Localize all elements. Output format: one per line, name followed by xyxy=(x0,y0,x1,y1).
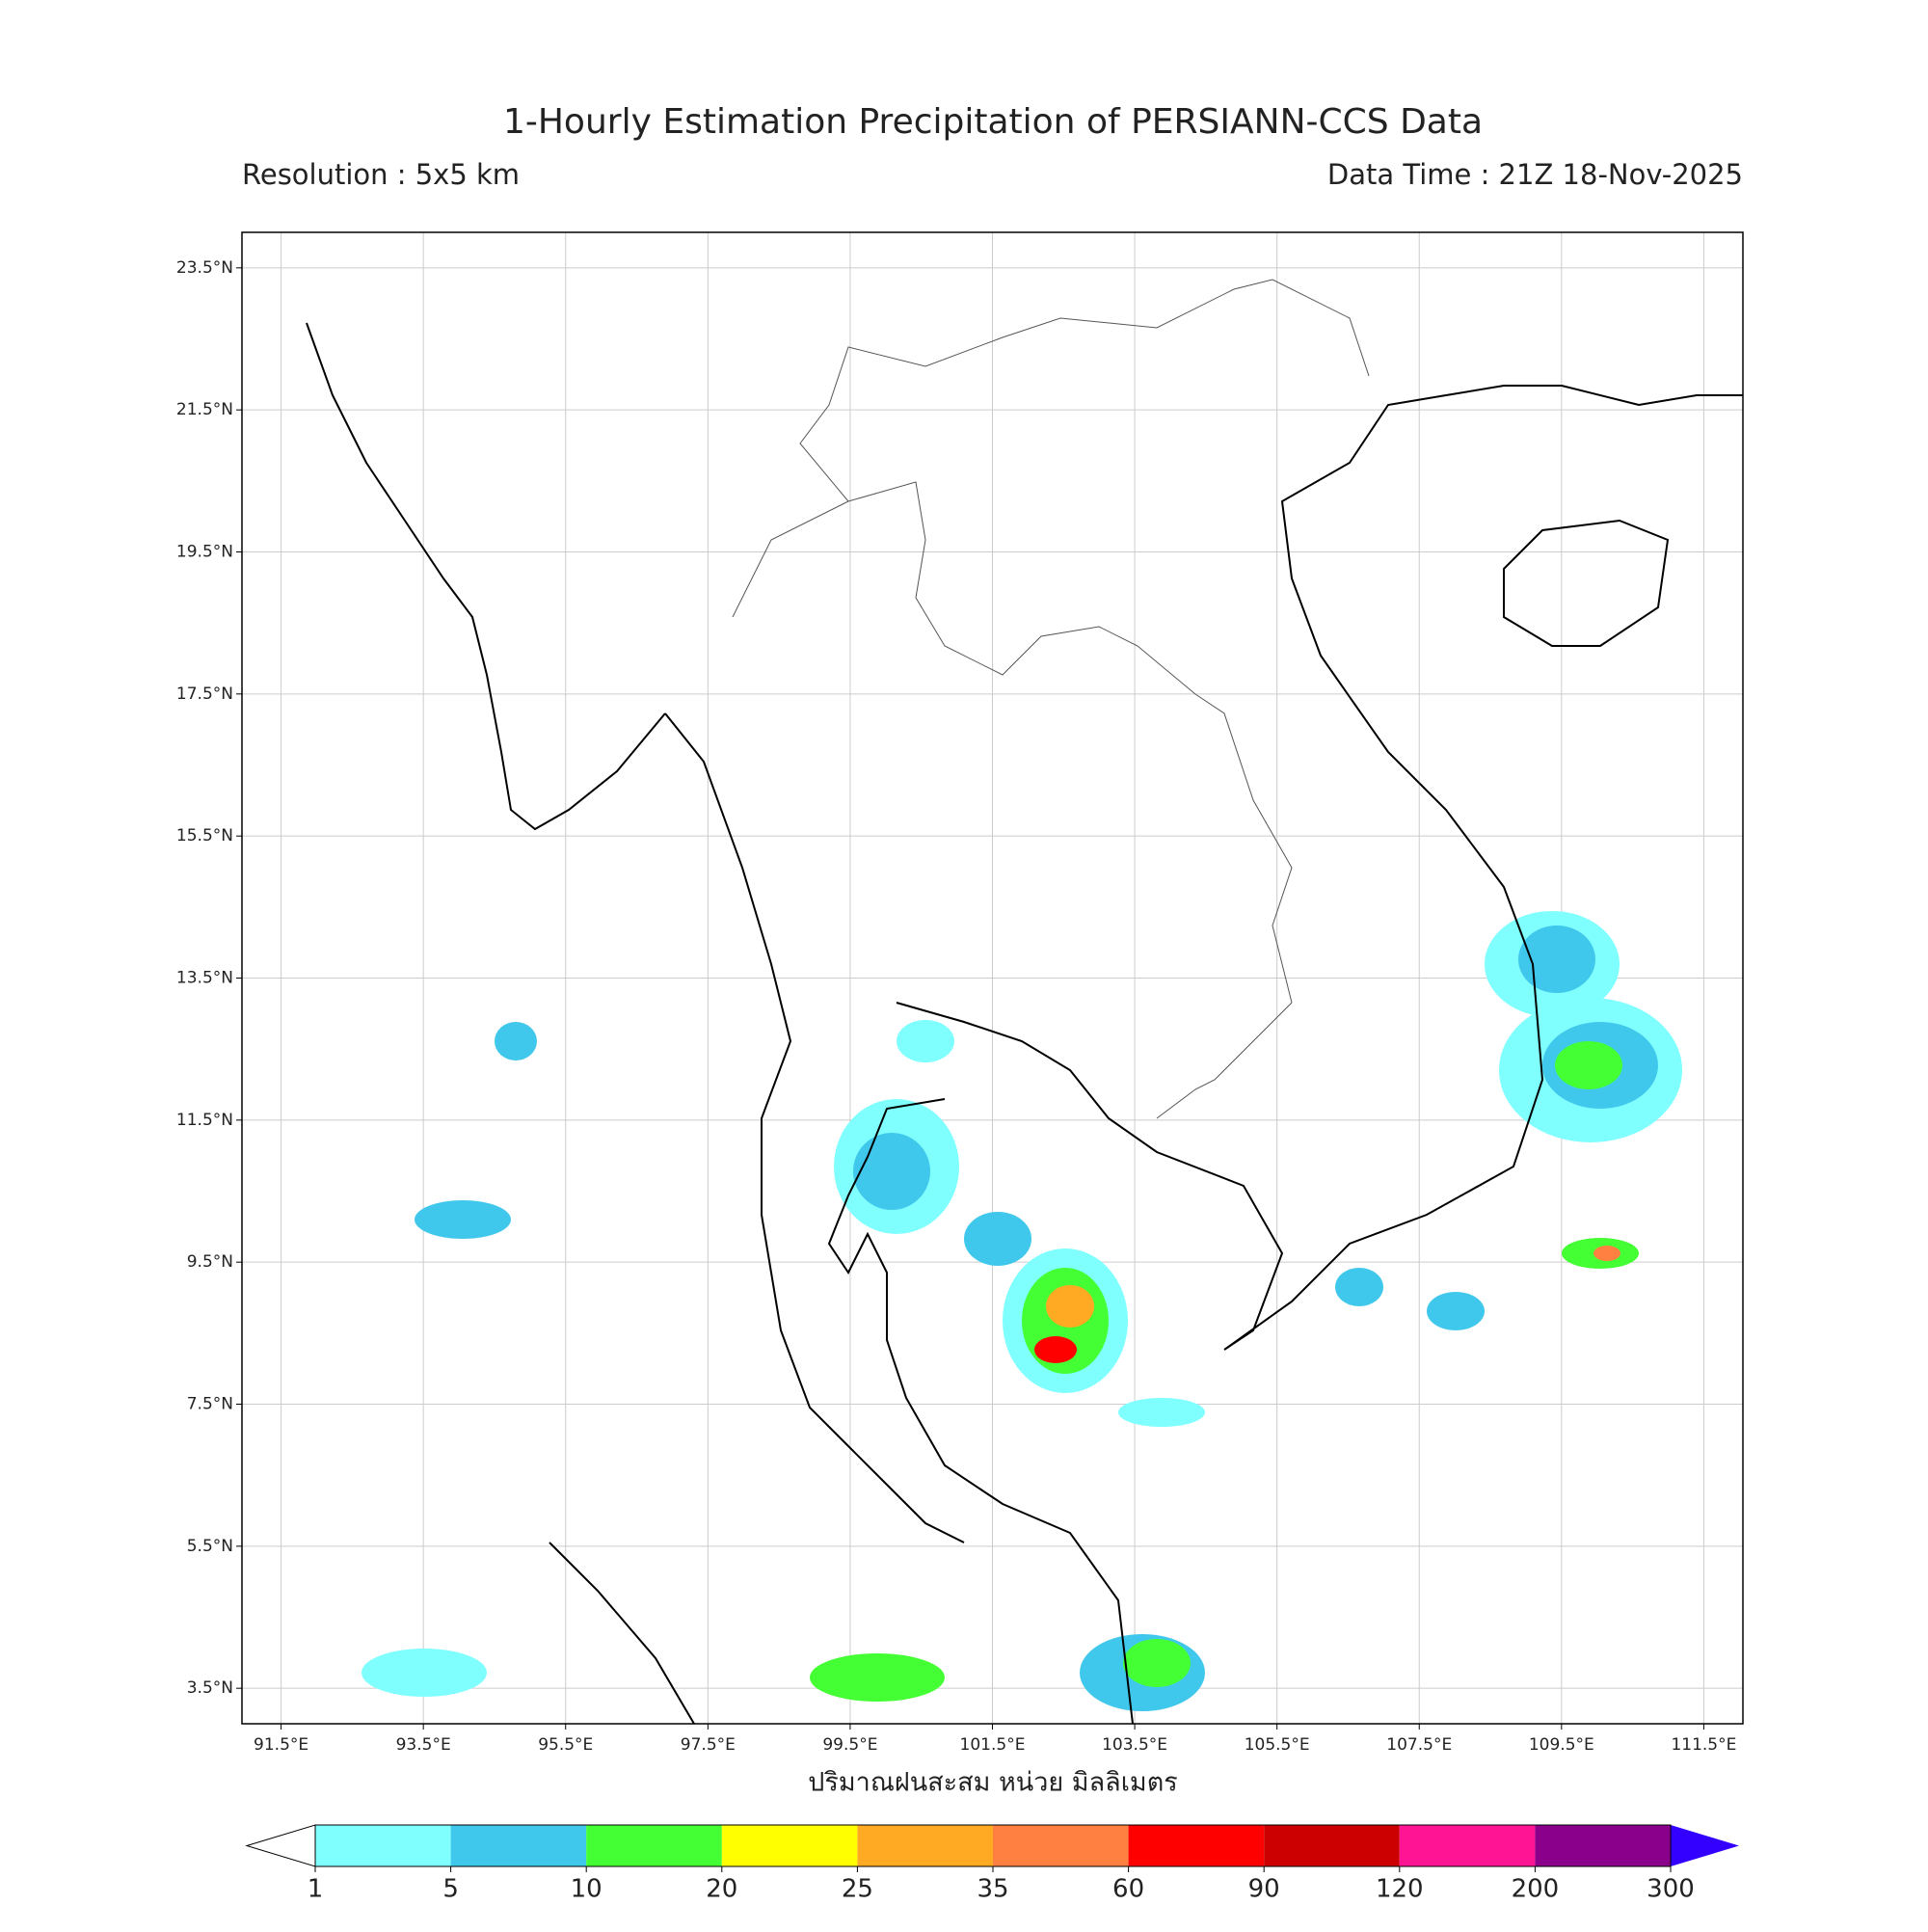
colorbar-label: 25 xyxy=(842,1875,873,1904)
colorbar-segment xyxy=(993,1825,1129,1866)
rain-area xyxy=(1034,1336,1077,1363)
colorbar-label: 5 xyxy=(442,1875,459,1904)
colorbar-label: 20 xyxy=(706,1875,737,1904)
subtitle-left: Resolution : 5x5 km xyxy=(242,158,520,191)
y-tick-label: 5.5°N xyxy=(187,1537,233,1556)
x-tick-label: 91.5°E xyxy=(254,1735,308,1755)
x-tick-label: 109.5°E xyxy=(1529,1735,1594,1755)
y-tick-label: 17.5°N xyxy=(176,684,233,704)
rain-area xyxy=(362,1649,487,1697)
y-tick-label: 23.5°N xyxy=(176,258,233,278)
colorbar-label: 200 xyxy=(1512,1875,1560,1904)
colorbar-label: 1 xyxy=(308,1875,324,1904)
colorbar-over xyxy=(1671,1825,1739,1866)
x-tick-label: 93.5°E xyxy=(396,1735,451,1755)
colorbar-label: 120 xyxy=(1376,1875,1424,1904)
colorbar-segment xyxy=(1535,1825,1671,1866)
colorbar-segment xyxy=(315,1825,451,1866)
subtitle-right: Data Time : 21Z 18-Nov-2025 xyxy=(1327,158,1743,191)
y-tick-label: 13.5°N xyxy=(176,969,233,988)
rain-area xyxy=(1427,1292,1485,1330)
colorbar-segment xyxy=(586,1825,722,1866)
rain-area xyxy=(495,1022,537,1060)
y-tick-label: 7.5°N xyxy=(187,1395,233,1414)
title: 1-Hourly Estimation Precipitation of PER… xyxy=(503,102,1483,142)
rain-area xyxy=(1518,926,1595,993)
x-axis-label: ปริมาณฝนสะสม หน่วย มิลลิเมตร xyxy=(808,1768,1178,1798)
colorbar-segment xyxy=(857,1825,993,1866)
coastline xyxy=(306,322,666,831)
border xyxy=(799,279,1370,502)
colorbar-label: 35 xyxy=(977,1875,1008,1904)
colorbar-segment xyxy=(1399,1825,1536,1866)
x-tick-label: 101.5°E xyxy=(960,1735,1026,1755)
rain-area xyxy=(1118,1398,1205,1427)
axes: 91.5°E 93.5°E 95.5°E 97.5°E 99.5°E 101.5°E 103… xyxy=(176,258,1736,1755)
colorbar-segment xyxy=(450,1825,587,1866)
grid xyxy=(242,232,1743,1724)
y-tick-label: 21.5°N xyxy=(176,400,233,419)
x-tick-label: 107.5°E xyxy=(1386,1735,1452,1755)
rain-area xyxy=(1046,1285,1094,1328)
coastline xyxy=(664,712,965,1543)
y-tick-label: 3.5°N xyxy=(187,1678,233,1698)
border xyxy=(732,279,1370,1119)
x-tick-label: 105.5°E xyxy=(1245,1735,1310,1755)
rain-area xyxy=(810,1653,945,1702)
colorbar-label: 10 xyxy=(571,1875,602,1904)
rain-area xyxy=(964,1212,1031,1266)
rain-area xyxy=(1123,1639,1191,1687)
x-tick-label: 99.5°E xyxy=(822,1735,877,1755)
rain-area xyxy=(853,1133,930,1210)
border xyxy=(1156,1002,1293,1119)
x-tick-label: 97.5°E xyxy=(681,1735,736,1755)
x-tick-label: 95.5°E xyxy=(538,1735,593,1755)
colorbar-under xyxy=(245,1824,316,1867)
y-tick-label: 11.5°N xyxy=(176,1111,233,1130)
y-tick-label: 9.5°N xyxy=(187,1252,233,1272)
coastline xyxy=(827,1098,1134,1725)
colorbar: 1 5 10 20 25 35 60 90 120 200 300 xyxy=(245,1824,1739,1904)
rain-area xyxy=(415,1200,511,1239)
x-tick-label: 103.5°E xyxy=(1102,1735,1167,1755)
rain-area xyxy=(897,1020,954,1062)
rain-area xyxy=(1555,1041,1622,1089)
x-tick-label: 111.5°E xyxy=(1671,1735,1736,1755)
colorbar-label: 90 xyxy=(1248,1875,1280,1904)
coastline xyxy=(306,322,1743,1725)
coastline xyxy=(549,1542,695,1725)
coastline xyxy=(896,385,1743,1351)
colorbar-label: 300 xyxy=(1647,1875,1695,1904)
colorbar-segment xyxy=(721,1825,858,1866)
rain-field xyxy=(362,911,1682,1711)
colorbar-segment xyxy=(1264,1825,1400,1866)
border xyxy=(732,481,1293,1004)
rain-area xyxy=(1335,1268,1383,1306)
colorbar-label: 60 xyxy=(1112,1875,1144,1904)
coastline xyxy=(1503,519,1670,647)
y-tick-label: 15.5°N xyxy=(176,826,233,845)
y-tick-label: 19.5°N xyxy=(176,543,233,562)
colorbar-segment xyxy=(1128,1825,1265,1866)
rain-area xyxy=(1593,1246,1620,1261)
